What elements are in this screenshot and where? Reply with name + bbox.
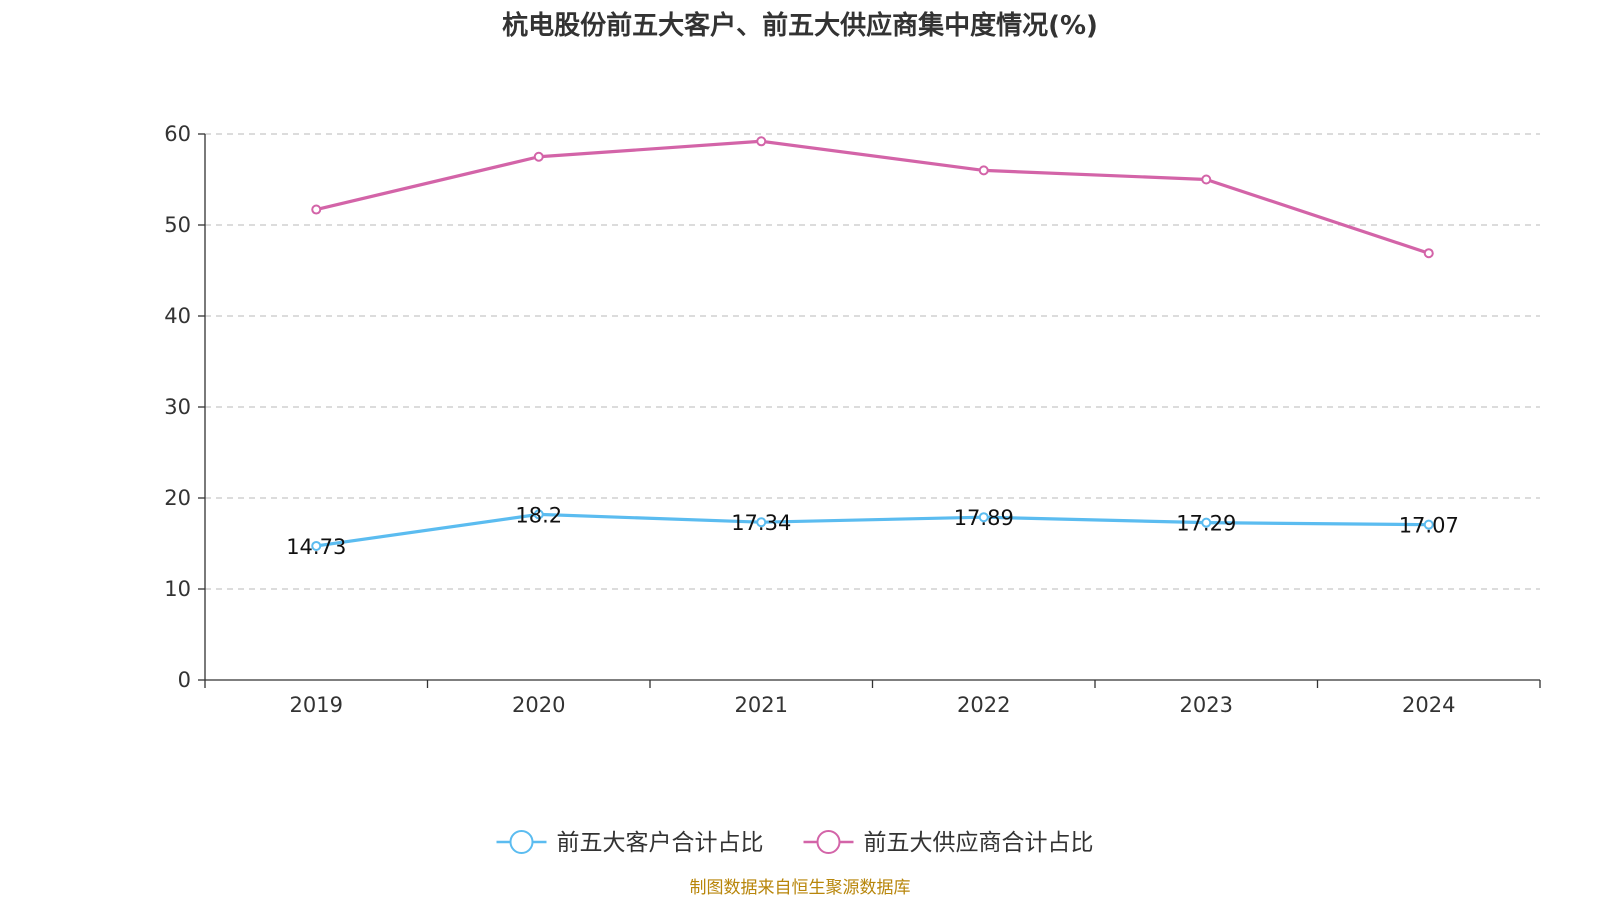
x-tick-label: 2023 xyxy=(1180,693,1233,717)
data-point xyxy=(978,512,989,523)
legend-item-2: 前五大供应商合计占比 xyxy=(803,830,1094,856)
source-note: 制图数据来自恒生聚源数据库 xyxy=(690,878,911,898)
data-point xyxy=(1423,248,1434,259)
y-tick-label: 10 xyxy=(164,577,191,601)
y-tick-label: 40 xyxy=(164,304,191,328)
series-layer xyxy=(311,136,1434,551)
x-tick-label: 2020 xyxy=(512,693,565,717)
data-label: 17.29 xyxy=(1176,512,1236,536)
data-point xyxy=(1201,174,1212,185)
data-label: 18.2 xyxy=(515,503,562,527)
data-point xyxy=(756,517,767,528)
data-point xyxy=(533,151,544,162)
legend-marker xyxy=(509,830,534,854)
legend: 前五大客户合计占比 前五大供应商合计占比 xyxy=(496,830,1094,856)
chart-title: 杭电股份前五大客户、前五大供应商集中度情况(%) xyxy=(502,10,1098,41)
data-point xyxy=(311,204,322,215)
y-tick-label: 20 xyxy=(164,486,191,510)
legend-label: 前五大供应商合计占比 xyxy=(864,830,1094,856)
y-tick-label: 30 xyxy=(164,395,191,419)
gridlines xyxy=(205,133,1540,590)
legend-marker xyxy=(816,830,841,854)
data-point xyxy=(311,540,322,551)
y-tick-label: 0 xyxy=(178,668,191,692)
y-tick-label: 50 xyxy=(164,213,191,237)
series-line-2 xyxy=(315,139,1430,255)
data-label: 17.34 xyxy=(731,511,791,535)
data-point xyxy=(756,136,767,147)
series-line-1 xyxy=(316,512,1429,548)
data-point xyxy=(978,165,989,176)
axes: 0 10 20 30 40 50 60 2019 2020 2021 2022 2023 2024 xyxy=(164,122,1541,717)
x-tick-label: 2021 xyxy=(735,693,788,717)
data-label: 17.89 xyxy=(954,506,1014,530)
x-tick-label: 2019 xyxy=(290,693,343,717)
data-labels: 14.73 18.2 17.34 17.89 17.29 17.07 xyxy=(286,503,1459,559)
data-point xyxy=(1423,519,1434,530)
x-tick-label: 2022 xyxy=(957,693,1010,717)
data-point xyxy=(1201,517,1212,528)
y-tick-label: 60 xyxy=(164,122,191,146)
legend-item-1: 前五大客户合计占比 xyxy=(496,830,764,856)
legend-label: 前五大客户合计占比 xyxy=(557,830,764,856)
data-label: 14.73 xyxy=(286,535,346,559)
x-tick-label: 2024 xyxy=(1402,693,1455,717)
data-label: 17.07 xyxy=(1399,514,1459,538)
data-point xyxy=(533,509,544,520)
